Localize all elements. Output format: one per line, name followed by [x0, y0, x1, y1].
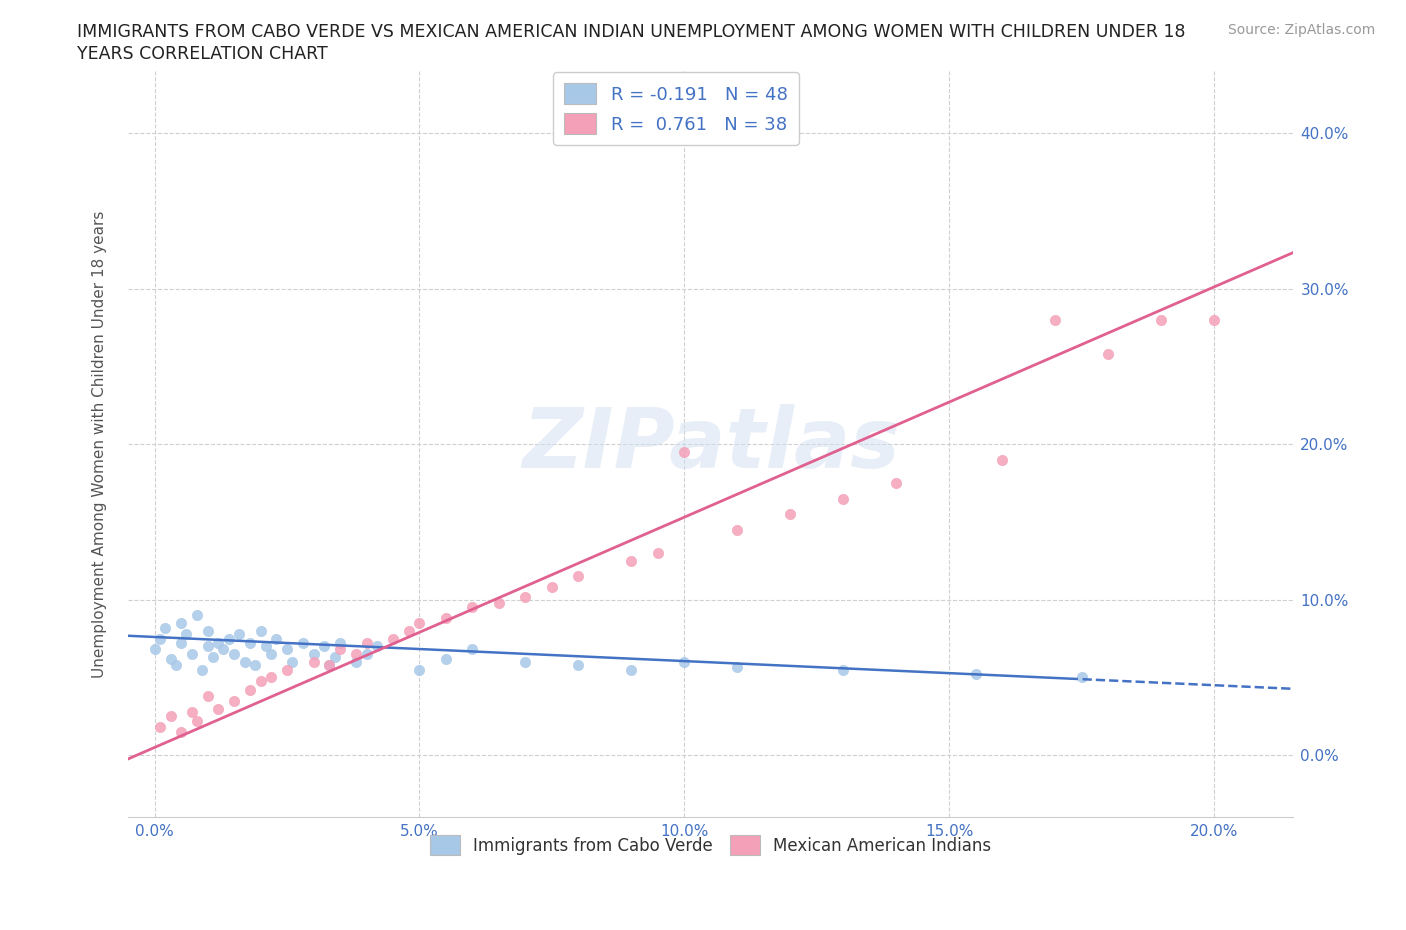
Point: [239, 636, 262, 651]
Point: [212, 642, 235, 657]
Point: [260, 646, 283, 661]
Point: [155, 620, 177, 635]
Point: [260, 670, 283, 684]
Point: [323, 650, 346, 665]
Point: [1202, 312, 1225, 327]
Point: [191, 662, 214, 677]
Point: [291, 636, 314, 651]
Point: [366, 639, 388, 654]
Point: [302, 655, 325, 670]
Point: [281, 655, 304, 670]
Point: [408, 662, 430, 677]
Point: [143, 642, 166, 657]
Point: [233, 655, 256, 670]
Point: [1043, 312, 1066, 327]
Point: [620, 662, 643, 677]
Point: [329, 642, 352, 657]
Point: [218, 631, 240, 646]
Point: [434, 651, 457, 666]
Point: [222, 646, 245, 661]
Point: [197, 688, 219, 703]
Point: [356, 636, 378, 651]
Point: [1070, 670, 1092, 684]
Point: [254, 639, 277, 654]
Point: [884, 475, 907, 490]
Point: [382, 631, 405, 646]
Point: [180, 704, 202, 719]
Point: [567, 658, 589, 672]
Point: [170, 724, 193, 739]
Point: [222, 693, 245, 708]
Point: [779, 507, 801, 522]
Point: [515, 589, 537, 604]
Point: [186, 608, 208, 623]
Point: [170, 636, 193, 651]
Point: [318, 658, 340, 672]
Point: [408, 616, 430, 631]
Point: [1150, 312, 1173, 327]
Point: [541, 579, 564, 594]
Point: [165, 658, 187, 672]
Point: [276, 642, 298, 657]
Point: [207, 701, 229, 716]
Point: [725, 659, 748, 674]
Point: [620, 553, 643, 568]
Point: [344, 655, 367, 670]
Point: [249, 673, 271, 688]
Point: [149, 720, 172, 735]
Legend: Immigrants from Cabo Verde, Mexican American Indians: Immigrants from Cabo Verde, Mexican Amer…: [423, 829, 998, 861]
Text: IMMIGRANTS FROM CABO VERDE VS MEXICAN AMERICAN INDIAN UNEMPLOYMENT AMONG WOMEN W: IMMIGRANTS FROM CABO VERDE VS MEXICAN AM…: [77, 23, 1185, 41]
Point: [832, 491, 855, 506]
Point: [991, 452, 1014, 467]
Point: [461, 642, 484, 657]
Point: [567, 569, 589, 584]
Point: [302, 646, 325, 661]
Point: [159, 651, 181, 666]
Point: [673, 655, 696, 670]
Point: [159, 709, 181, 724]
Point: [725, 523, 748, 538]
Point: [239, 683, 262, 698]
Point: [398, 623, 420, 638]
Point: [832, 662, 855, 677]
Point: [176, 627, 198, 642]
Point: [201, 650, 224, 665]
Text: YEARS CORRELATION CHART: YEARS CORRELATION CHART: [77, 45, 328, 62]
Point: [149, 631, 172, 646]
Point: [647, 546, 669, 561]
Text: Source: ZipAtlas.com: Source: ZipAtlas.com: [1227, 23, 1375, 37]
Text: ZIPatlas: ZIPatlas: [522, 404, 900, 485]
Point: [180, 646, 202, 661]
Point: [266, 631, 288, 646]
Point: [356, 646, 378, 661]
Point: [186, 713, 208, 728]
Point: [197, 639, 219, 654]
Point: [461, 600, 484, 615]
Point: [488, 595, 510, 610]
Point: [249, 623, 271, 638]
Point: [170, 616, 193, 631]
Point: [329, 636, 352, 651]
Point: [965, 667, 987, 682]
Point: [1097, 347, 1119, 362]
Point: [318, 658, 340, 672]
Point: [344, 646, 367, 661]
Point: [245, 658, 267, 672]
Point: [314, 639, 336, 654]
Point: [228, 627, 250, 642]
Y-axis label: Unemployment Among Women with Children Under 18 years: Unemployment Among Women with Children U…: [93, 210, 107, 678]
Point: [207, 636, 229, 651]
Point: [515, 655, 537, 670]
Point: [434, 611, 457, 626]
Point: [197, 623, 219, 638]
Point: [673, 445, 696, 459]
Point: [276, 662, 298, 677]
